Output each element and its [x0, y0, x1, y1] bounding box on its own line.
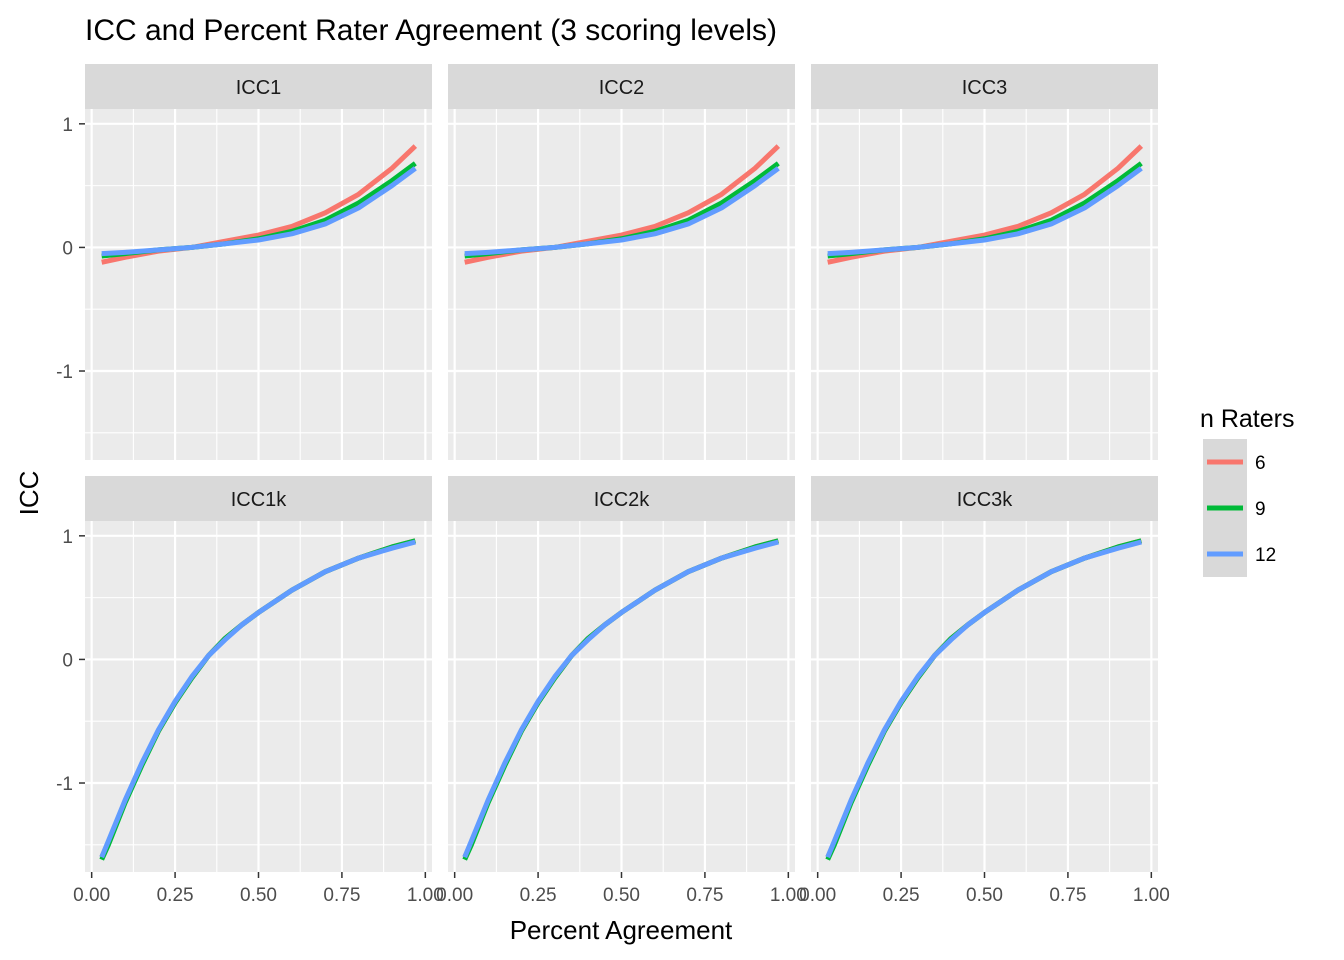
- facet-panels: ICC1 -1 0 1 ICC2 ICC3 ICC1k -1 0 1 0.00 0.25 0.50 0.7…: [56, 64, 1170, 906]
- strip-label: ICC3: [962, 77, 1008, 99]
- y-tick-label: 1: [62, 527, 73, 548]
- y-tick-label: 0: [62, 650, 73, 671]
- facet-panel: ICC3k 0.00 0.25 0.50 0.75 1.00: [799, 476, 1170, 906]
- facet-panel: ICC1 -1 0 1: [56, 64, 432, 460]
- x-tick-label: 0.75: [1049, 885, 1086, 906]
- x-tick-label: 0.75: [686, 885, 723, 906]
- strip-background: [85, 64, 432, 109]
- x-tick-label: 0.25: [883, 885, 920, 906]
- strip-label: ICC1k: [231, 489, 288, 511]
- x-tick-label: 1.00: [770, 885, 807, 906]
- x-tick-label: 0.50: [966, 885, 1003, 906]
- y-tick-label: -1: [56, 774, 73, 795]
- series-line-12: [462, 539, 779, 859]
- x-tick-label: 0.00: [799, 885, 836, 906]
- y-tick-label: 0: [62, 238, 73, 259]
- strip-label: ICC3k: [957, 489, 1014, 511]
- facet-panel: ICC1k -1 0 1 0.00 0.25 0.50 0.75 1.00: [56, 476, 444, 906]
- legend-label: 6: [1255, 453, 1266, 474]
- x-tick-label: 0.00: [436, 885, 473, 906]
- x-tick-label: 1.00: [1133, 885, 1170, 906]
- series-line-12: [827, 166, 1143, 257]
- chart-title: ICC and Percent Rater Agreement (3 scori…: [85, 14, 777, 47]
- y-tick-label: 1: [62, 115, 73, 136]
- strip-background: [811, 64, 1158, 109]
- facet-panel: ICC3: [811, 64, 1158, 460]
- y-tick-label: -1: [56, 362, 73, 383]
- y-axis-title: ICC: [14, 471, 44, 516]
- facet-panel: ICC2: [448, 64, 795, 460]
- strip-background: [811, 476, 1158, 521]
- legend-label: 12: [1255, 545, 1276, 566]
- legend: n Raters 6 9 12: [1200, 405, 1294, 577]
- strip-background: [85, 476, 432, 521]
- x-tick-label: 0.00: [73, 885, 110, 906]
- series-line-12: [825, 539, 1142, 859]
- strip-label: ICC1: [236, 77, 282, 99]
- x-tick-label: 1.00: [407, 885, 444, 906]
- series-line-12: [464, 166, 780, 257]
- legend-title: n Raters: [1200, 405, 1294, 433]
- x-axis-title: Percent Agreement: [510, 915, 733, 945]
- series-line-12: [99, 539, 416, 859]
- strip-background: [448, 64, 795, 109]
- x-tick-label: 0.50: [240, 885, 277, 906]
- series-line-12: [101, 166, 417, 257]
- strip-label: ICC2: [599, 77, 645, 99]
- facet-panel: ICC2k 0.00 0.25 0.50 0.75 1.00: [436, 476, 807, 906]
- x-tick-label: 0.25: [157, 885, 194, 906]
- strip-background: [448, 476, 795, 521]
- legend-label: 9: [1255, 499, 1266, 520]
- strip-label: ICC2k: [594, 489, 651, 511]
- x-tick-label: 0.75: [323, 885, 360, 906]
- x-tick-label: 0.25: [520, 885, 557, 906]
- x-tick-label: 0.50: [603, 885, 640, 906]
